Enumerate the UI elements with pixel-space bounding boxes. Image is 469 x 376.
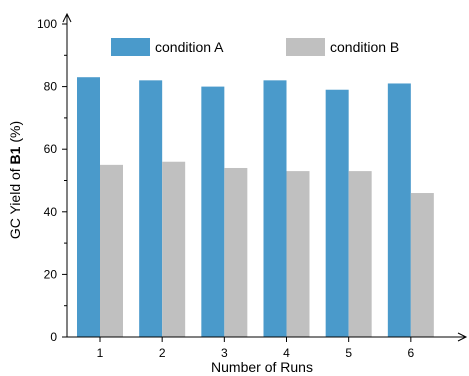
bar-series1-run-1 xyxy=(77,77,100,338)
bar-series1-run-3 xyxy=(201,86,225,337)
bar-series2-run-4 xyxy=(286,171,310,337)
x-tick-label: 6 xyxy=(407,346,414,360)
bar-series2-run-1 xyxy=(100,164,123,337)
bar-series2-run-5 xyxy=(348,171,372,337)
axes-layer xyxy=(62,12,468,342)
y-tick-label: 60 xyxy=(44,142,58,156)
bars-layer xyxy=(77,77,434,338)
y-axis-title-prefix: GC Yield of xyxy=(7,164,23,239)
y-tick-label: 40 xyxy=(44,205,58,219)
ticks-layer: 0 20 40 60 80 100 1 2 3 4 5 6 xyxy=(37,17,415,360)
y-tick-label: 0 xyxy=(50,330,57,344)
x-tick-label: 2 xyxy=(159,346,166,360)
y-tick-label: 80 xyxy=(44,80,58,94)
bar-series2-run-6 xyxy=(410,193,434,337)
legend-swatch-series1 xyxy=(111,38,150,56)
x-tick-label: 3 xyxy=(221,346,228,360)
legend: condition A condition B xyxy=(111,38,399,56)
bar-series2-run-3 xyxy=(224,167,248,337)
x-tick-label: 4 xyxy=(283,346,290,360)
bar-series1-run-6 xyxy=(387,83,411,337)
legend-label-series1: condition A xyxy=(155,39,224,55)
bar-series1-run-2 xyxy=(139,80,163,337)
y-axis-title-bold: B1 xyxy=(7,146,23,164)
x-axis-title: Number of Runs xyxy=(211,359,313,375)
y-tick-label: 20 xyxy=(44,267,58,281)
y-axis-title: GC Yield of B1 (%) xyxy=(7,121,23,239)
y-axis-arrow xyxy=(62,12,72,23)
x-axis-arrow xyxy=(457,332,468,342)
y-tick-label: 100 xyxy=(37,17,57,31)
legend-swatch-series2 xyxy=(286,38,325,56)
x-tick-label: 1 xyxy=(97,346,104,360)
bar-series1-run-5 xyxy=(325,89,349,337)
bar-series1-run-4 xyxy=(263,80,287,337)
y-axis-title-suffix: (%) xyxy=(7,121,23,147)
legend-label-series2: condition B xyxy=(330,39,399,55)
x-tick-label: 5 xyxy=(345,346,352,360)
bar-series2-run-2 xyxy=(162,161,186,337)
